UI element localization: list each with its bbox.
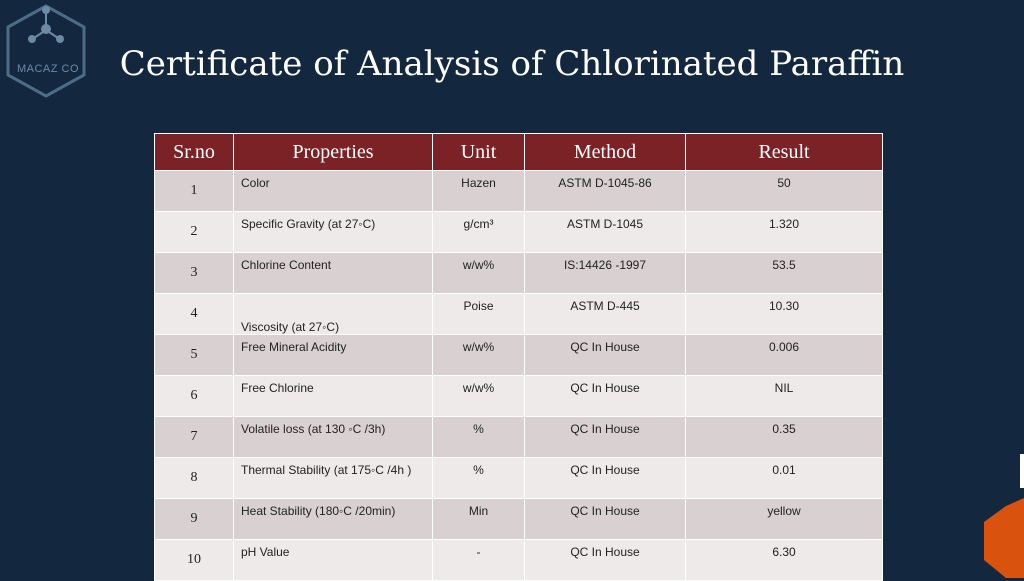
- table-row: 3 Chlorine Content w/w% IS:14426 -1997 5…: [154, 252, 883, 294]
- cell-method: ASTM D-1045: [524, 211, 686, 253]
- cell-srno: 6: [154, 375, 234, 417]
- table-header-row: Sr.no Properties Unit Method Result: [154, 133, 883, 171]
- cell-result: 1.320: [685, 211, 883, 253]
- cell-unit: w/w%: [432, 334, 525, 376]
- cell-property: Viscosity (at 27◦C): [233, 293, 433, 335]
- table-row: 4 Viscosity (at 27◦C) Poise ASTM D-445 1…: [154, 293, 883, 335]
- cell-result: yellow: [685, 498, 883, 540]
- header-unit: Unit: [432, 133, 525, 171]
- cell-unit: w/w%: [432, 375, 525, 417]
- cell-srno: 10: [154, 539, 234, 581]
- cell-srno: 2: [154, 211, 234, 253]
- cell-unit: Poise: [432, 293, 525, 335]
- cell-unit: %: [432, 416, 525, 458]
- table-row: 5 Free Mineral Acidity w/w% QC In House …: [154, 334, 883, 376]
- cell-srno: 8: [154, 457, 234, 499]
- edge-marker: [1020, 454, 1024, 488]
- table-row: 2 Specific Gravity (at 27◦C) g/cm³ ASTM …: [154, 211, 883, 253]
- cell-result: 53.5: [685, 252, 883, 294]
- cell-property: Specific Gravity (at 27◦C): [233, 211, 433, 253]
- cell-method: QC In House: [524, 498, 686, 540]
- cell-srno: 9: [154, 498, 234, 540]
- cell-method: QC In House: [524, 539, 686, 581]
- cell-srno: 4: [154, 293, 234, 335]
- cell-result: 0.35: [685, 416, 883, 458]
- molecule-hexagon-icon: [6, 4, 86, 98]
- cell-method: QC In House: [524, 457, 686, 499]
- table-row: 6 Free Chlorine w/w% QC In House NIL: [154, 375, 883, 417]
- table-row: 1 Color Hazen ASTM D-1045-86 50: [154, 170, 883, 212]
- header-result: Result: [685, 133, 883, 171]
- cell-property: Thermal Stability (at 175◦C /4h ): [233, 457, 433, 499]
- header-srno: Sr.no: [154, 133, 234, 171]
- cell-result: 10.30: [685, 293, 883, 335]
- table-row: 8 Thermal Stability (at 175◦C /4h ) % QC…: [154, 457, 883, 499]
- cell-srno: 1: [154, 170, 234, 212]
- cell-property: Free Mineral Acidity: [233, 334, 433, 376]
- company-logo: [6, 0, 90, 104]
- cell-property: Free Chlorine: [233, 375, 433, 417]
- cell-property: Chlorine Content: [233, 252, 433, 294]
- cell-srno: 3: [154, 252, 234, 294]
- table-row: 10 pH Value - QC In House 6.30: [154, 539, 883, 581]
- cell-method: ASTM D-1045-86: [524, 170, 686, 212]
- cell-srno: 7: [154, 416, 234, 458]
- cell-result: 0.01: [685, 457, 883, 499]
- logo-text: MACAZ CO: [16, 63, 80, 75]
- cell-method: IS:14426 -1997: [524, 252, 686, 294]
- analysis-table: Sr.no Properties Unit Method Result 1 Co…: [154, 133, 883, 581]
- cell-unit: Hazen: [432, 170, 525, 212]
- cell-property: Color: [233, 170, 433, 212]
- cell-unit: g/cm³: [432, 211, 525, 253]
- table-row: 9 Heat Stability (180◦C /20min) Min QC I…: [154, 498, 883, 540]
- cell-unit: %: [432, 457, 525, 499]
- cell-result: 6.30: [685, 539, 883, 581]
- decorative-hexagon-icon: [984, 498, 1024, 578]
- header-method: Method: [524, 133, 686, 171]
- cell-property: Volatile loss (at 130 ◦C /3h): [233, 416, 433, 458]
- cell-result: 50: [685, 170, 883, 212]
- cell-unit: -: [432, 539, 525, 581]
- page-title: Certificate of Analysis of Chlorinated P…: [119, 44, 905, 84]
- cell-result: NIL: [685, 375, 883, 417]
- cell-unit: w/w%: [432, 252, 525, 294]
- cell-result: 0.006: [685, 334, 883, 376]
- cell-method: QC In House: [524, 416, 686, 458]
- cell-property: pH Value: [233, 539, 433, 581]
- cell-method: QC In House: [524, 334, 686, 376]
- table-row: 7 Volatile loss (at 130 ◦C /3h) % QC In …: [154, 416, 883, 458]
- cell-method: ASTM D-445: [524, 293, 686, 335]
- cell-unit: Min: [432, 498, 525, 540]
- cell-property: Heat Stability (180◦C /20min): [233, 498, 433, 540]
- cell-method: QC In House: [524, 375, 686, 417]
- header-properties: Properties: [233, 133, 433, 171]
- cell-srno: 5: [154, 334, 234, 376]
